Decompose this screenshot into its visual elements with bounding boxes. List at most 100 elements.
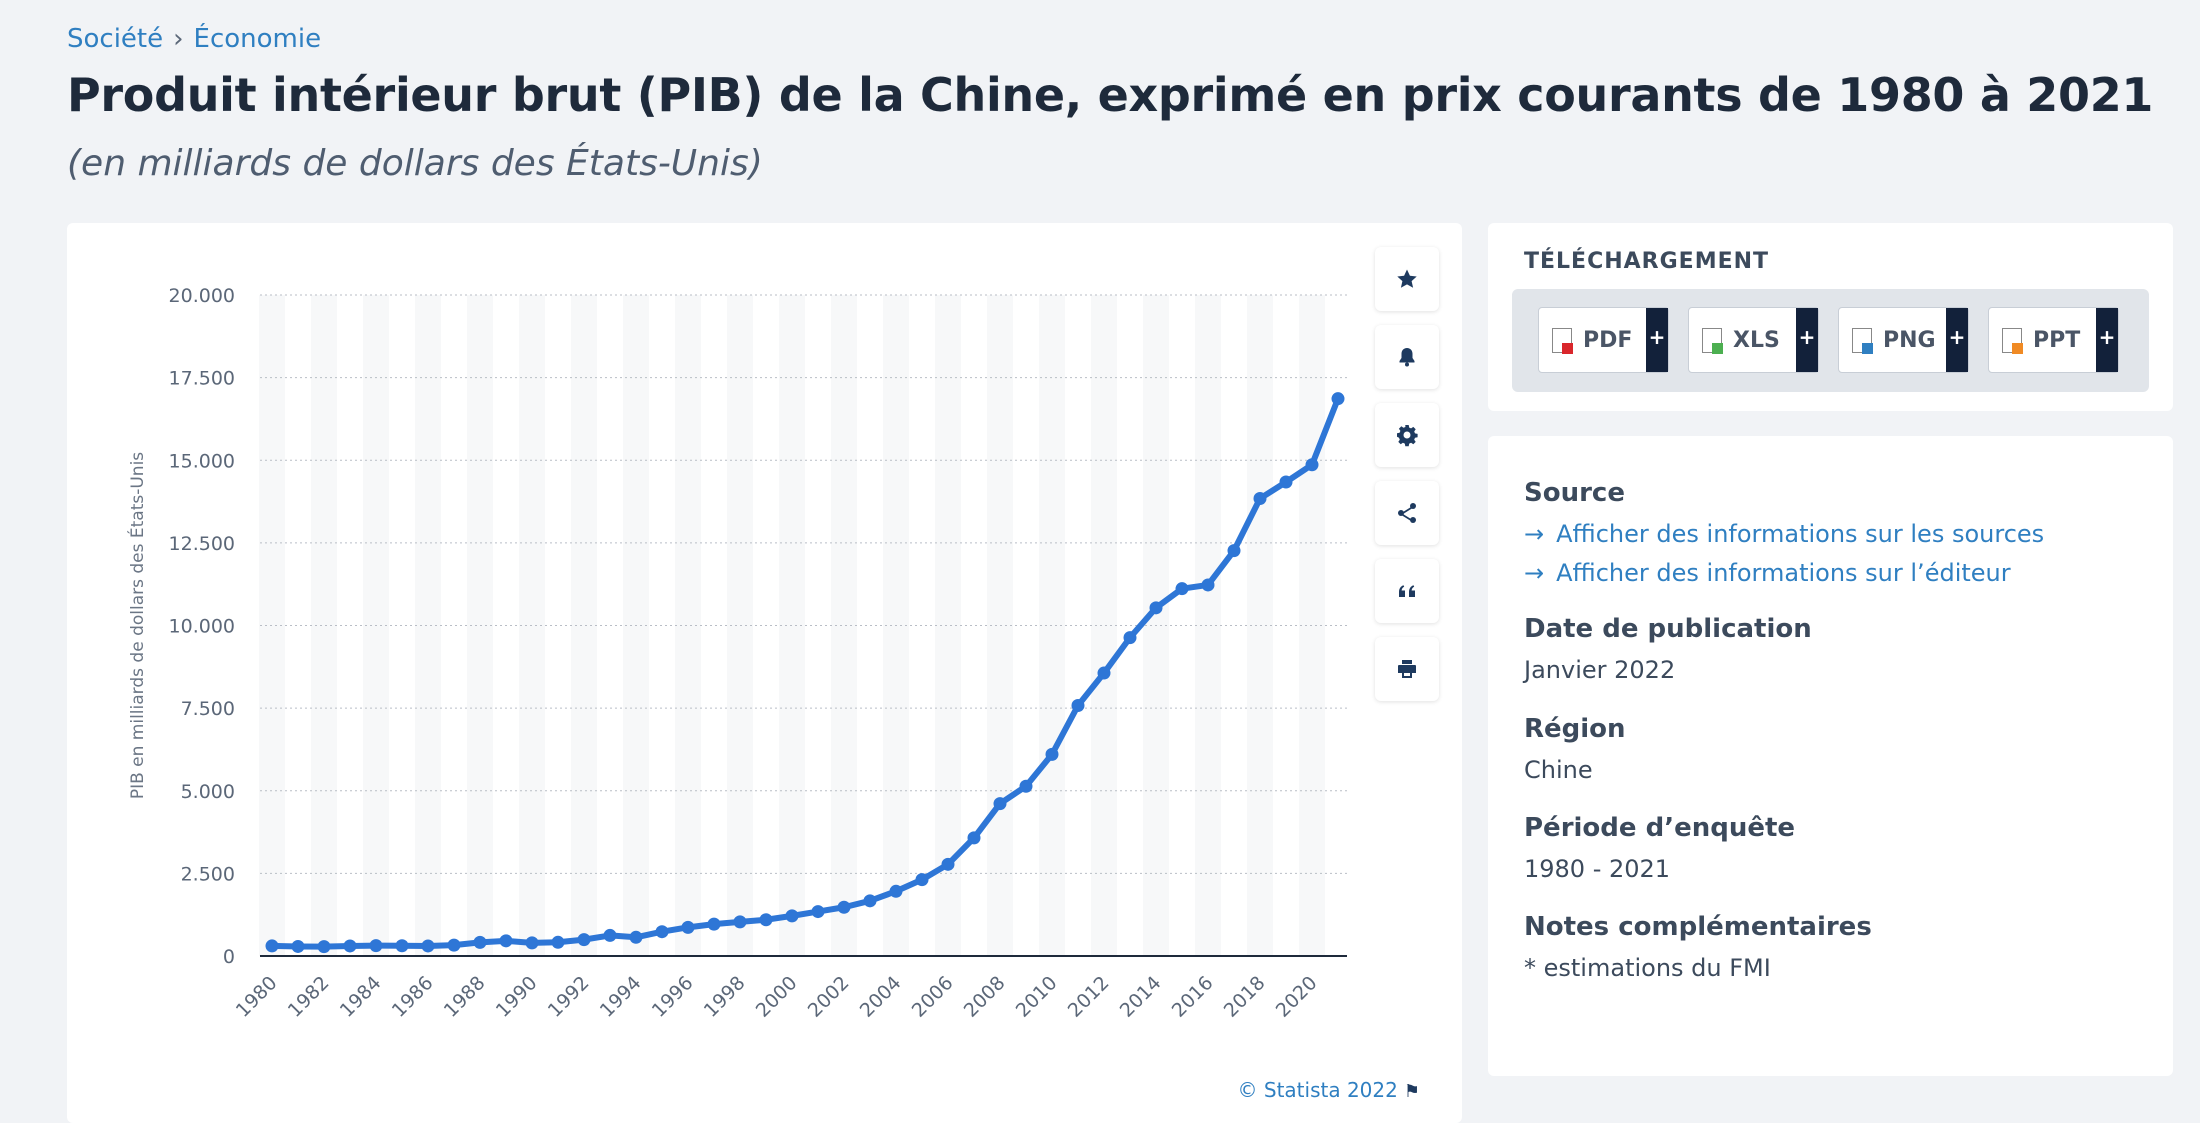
- y-tick-label: 17.500: [169, 368, 235, 390]
- cite-button[interactable]: [1375, 559, 1439, 623]
- info-card: Source → Afficher des informations sur le…: [1488, 436, 2173, 1076]
- data-point: [395, 939, 409, 953]
- data-point: [577, 933, 591, 947]
- data-point: [603, 928, 617, 942]
- data-point: [1175, 582, 1189, 596]
- xls-options-button[interactable]: +: [1796, 308, 1818, 372]
- x-tick-label: 2004: [856, 972, 906, 1022]
- data-point: [291, 939, 305, 953]
- data-point: [1279, 475, 1293, 489]
- data-point: [551, 935, 565, 949]
- publisher-info-link[interactable]: → Afficher des informations sur l’éditeur: [1524, 559, 2011, 587]
- data-point: [1331, 392, 1345, 406]
- data-point: [1201, 578, 1215, 592]
- download-pdf-label: PDF: [1583, 328, 1633, 353]
- y-tick-label: 0: [223, 946, 235, 968]
- x-tick-label: 1990: [492, 972, 542, 1022]
- y-tick-label: 10.000: [169, 616, 235, 638]
- column-band: [415, 295, 441, 956]
- download-bar: PDF + XLS + PNG + PPT +: [1512, 289, 2149, 392]
- data-point: [889, 884, 903, 898]
- data-point: [941, 857, 955, 871]
- x-tick-label: 2000: [752, 972, 802, 1022]
- download-card: TÉLÉCHARGEMENT PDF + XLS + PNG + PPT +: [1488, 223, 2173, 411]
- download-png-button[interactable]: PNG +: [1838, 307, 1969, 373]
- data-point: [421, 939, 435, 953]
- x-tick-label: 2012: [1064, 972, 1114, 1022]
- flag-icon[interactable]: ⚑: [1403, 1081, 1420, 1102]
- data-point: [1019, 779, 1033, 793]
- publication-date-heading: Date de publication: [1524, 614, 1812, 644]
- x-tick-label: 1994: [596, 972, 646, 1022]
- data-point: [1071, 699, 1085, 713]
- star-icon: [1397, 269, 1417, 288]
- pdf-options-button[interactable]: +: [1646, 308, 1668, 372]
- data-point: [1253, 492, 1267, 506]
- x-tick-label: 1988: [440, 972, 490, 1022]
- ppt-file-icon: [2002, 328, 2023, 354]
- page-title: Produit intérieur brut (PIB) de la Chine…: [67, 68, 2154, 122]
- chart-card: 0 2.500 5.000 7.500 10.000 12.500 15.000 17.500…: [67, 223, 1462, 1123]
- data-point: [525, 936, 539, 950]
- download-ppt-label: PPT: [2033, 328, 2081, 353]
- png-options-button[interactable]: +: [1946, 308, 1968, 372]
- x-tick-label: 1986: [388, 972, 438, 1022]
- data-point: [317, 940, 331, 954]
- data-point: [473, 935, 487, 949]
- page-subtitle: (en milliards de dollars des États-Unis): [67, 143, 763, 184]
- data-point: [837, 900, 851, 914]
- x-tick-label: 1998: [700, 972, 750, 1022]
- png-file-icon: [1852, 328, 1873, 354]
- notes-value: * estimations du FMI: [1524, 954, 1771, 982]
- region-value: Chine: [1524, 756, 1593, 784]
- source-info-link-label: Afficher des informations sur les source…: [1556, 520, 2045, 548]
- gear-icon: [1397, 425, 1418, 447]
- share-icon: [1398, 503, 1416, 523]
- y-tick-label: 5.000: [181, 781, 235, 803]
- publication-date-value: Janvier 2022: [1524, 656, 1676, 684]
- settings-button[interactable]: [1375, 403, 1439, 467]
- breadcrumb-separator: ›: [173, 24, 184, 54]
- copyright-text: © Statista 2022: [1237, 1078, 1398, 1102]
- data-point: [759, 913, 773, 927]
- statista-copyright[interactable]: © Statista 2022 ⚑: [1238, 1078, 1420, 1102]
- data-point: [1305, 458, 1319, 472]
- bell-icon: [1399, 348, 1415, 367]
- y-axis-title: PIB en milliards de dollars des États-Un…: [126, 452, 148, 799]
- favorite-button[interactable]: [1375, 247, 1439, 311]
- breadcrumb: Société › Économie: [67, 24, 321, 54]
- data-point: [863, 894, 877, 908]
- breadcrumb-societe[interactable]: Société: [67, 24, 164, 54]
- gdp-line-chart: 0 2.500 5.000 7.500 10.000 12.500 15.000 17.500…: [126, 285, 1347, 1022]
- data-point: [447, 938, 461, 952]
- download-pdf-button[interactable]: PDF +: [1538, 307, 1669, 373]
- data-point: [915, 873, 929, 887]
- download-xls-label: XLS: [1733, 328, 1780, 353]
- download-xls-button[interactable]: XLS +: [1688, 307, 1819, 373]
- print-icon: [1398, 660, 1416, 678]
- breadcrumb-economie[interactable]: Économie: [193, 24, 322, 54]
- data-point: [1123, 631, 1137, 645]
- x-tick-label: 2014: [1116, 972, 1166, 1022]
- data-point: [369, 939, 383, 953]
- x-tick-label: 1996: [648, 972, 698, 1022]
- x-tick-label: 2016: [1168, 972, 1218, 1022]
- ppt-options-button[interactable]: +: [2096, 308, 2118, 372]
- column-band: [675, 295, 701, 956]
- column-band: [311, 295, 337, 956]
- data-point: [681, 920, 695, 934]
- publisher-info-link-label: Afficher des informations sur l’éditeur: [1556, 559, 2011, 587]
- download-ppt-button[interactable]: PPT +: [1988, 307, 2119, 373]
- data-point: [1227, 544, 1241, 558]
- notification-button[interactable]: [1375, 325, 1439, 389]
- data-point: [1045, 747, 1059, 761]
- source-info-link[interactable]: → Afficher des informations sur les sourc…: [1524, 520, 2044, 548]
- y-tick-label: 15.000: [169, 450, 235, 472]
- share-button[interactable]: [1375, 481, 1439, 545]
- data-point: [265, 939, 279, 953]
- column-band: [571, 295, 597, 956]
- x-tick-label: 1992: [544, 972, 594, 1022]
- print-button[interactable]: [1375, 637, 1439, 701]
- survey-period-heading: Période d’enquête: [1524, 813, 1796, 843]
- data-point: [343, 939, 357, 953]
